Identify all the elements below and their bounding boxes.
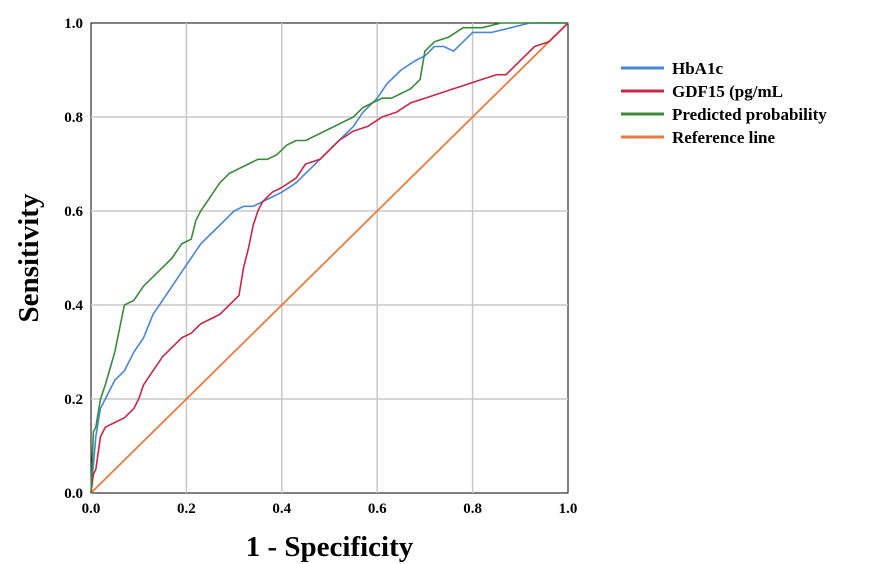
legend-item: Reference line [621, 128, 776, 147]
y-tick-label: 0.0 [64, 486, 83, 502]
series-line-predicted-probability [90, 22, 568, 494]
legend-item: Predicted probability [621, 105, 827, 124]
grid-lines [91, 23, 568, 493]
series-group [90, 22, 569, 494]
tick-labels: 0.0 0.2 0.4 0.6 0.8 1.0 0.0 0.2 0.4 0.6 0.8 1.0 [64, 16, 577, 517]
legend-label: HbA1c [672, 59, 723, 78]
series-line-hba1c [90, 22, 568, 494]
x-axis-title: 1 - Specificity [246, 531, 414, 563]
series-line-reference-line [90, 22, 569, 494]
y-tick-label: 1.0 [64, 16, 83, 32]
legend: HbA1c GDF15 (pg/mL Predicted probability Re… [621, 59, 827, 147]
y-tick-label: 0.8 [64, 110, 83, 126]
x-tick-label: 0.2 [177, 501, 196, 517]
x-tick-label: 0.0 [82, 501, 101, 517]
x-tick-label: 0.4 [272, 501, 291, 517]
legend-label: Reference line [672, 128, 776, 147]
legend-item: GDF15 (pg/mL [621, 82, 783, 101]
series-line-gdf15-pg-ml [90, 22, 569, 494]
legend-label: GDF15 (pg/mL [672, 82, 783, 101]
y-tick-label: 0.6 [64, 204, 83, 220]
x-tick-label: 0.8 [463, 501, 482, 517]
x-tick-label: 1.0 [559, 501, 578, 517]
y-tick-label: 0.4 [64, 298, 83, 314]
legend-label: Predicted probability [672, 105, 827, 124]
y-tick-label: 0.2 [64, 392, 83, 408]
legend-item: HbA1c [621, 59, 723, 78]
y-axis-title: Sensitivity [13, 193, 45, 322]
x-tick-label: 0.6 [368, 501, 387, 517]
